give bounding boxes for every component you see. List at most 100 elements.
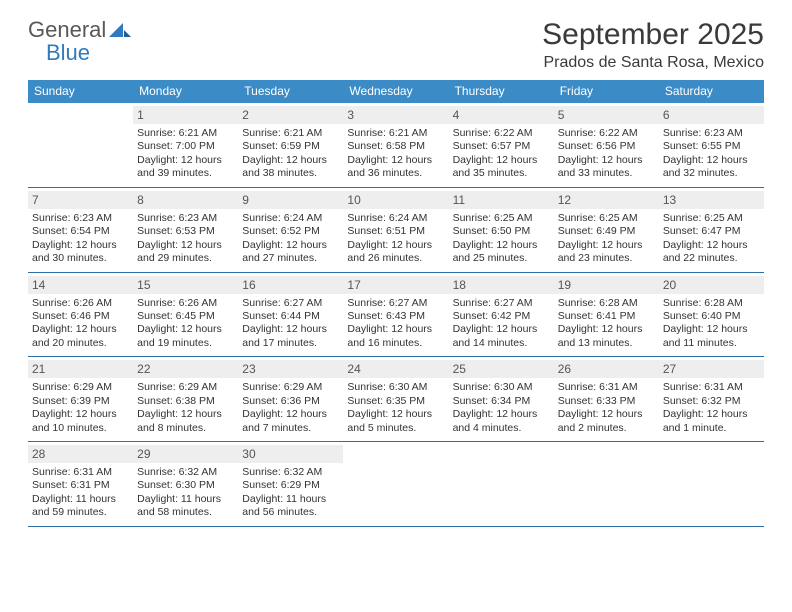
day-cell: 24Sunrise: 6:30 AMSunset: 6:35 PMDayligh…	[343, 357, 448, 441]
day-detail-line: Daylight: 12 hours	[242, 154, 339, 167]
logo-text: General Blue	[28, 18, 131, 64]
week-row: 7Sunrise: 6:23 AMSunset: 6:54 PMDaylight…	[28, 188, 764, 273]
day-details: Sunrise: 6:31 AMSunset: 6:32 PMDaylight:…	[663, 381, 760, 435]
day-detail-line: Daylight: 12 hours	[663, 154, 760, 167]
day-detail-line: and 17 minutes.	[242, 337, 339, 350]
day-detail-line: Sunset: 6:44 PM	[242, 310, 339, 323]
day-details: Sunrise: 6:26 AMSunset: 6:45 PMDaylight:…	[137, 297, 234, 351]
day-detail-line: Sunrise: 6:31 AM	[558, 381, 655, 394]
day-details: Sunrise: 6:23 AMSunset: 6:55 PMDaylight:…	[663, 127, 760, 181]
day-cell	[28, 103, 133, 187]
day-cell: 12Sunrise: 6:25 AMSunset: 6:49 PMDayligh…	[554, 188, 659, 272]
day-detail-line: Sunrise: 6:31 AM	[32, 466, 129, 479]
day-detail-line: and 1 minute.	[663, 422, 760, 435]
day-detail-line: and 14 minutes.	[453, 337, 550, 350]
day-number: 2	[238, 106, 343, 124]
day-detail-line: Sunrise: 6:25 AM	[453, 212, 550, 225]
day-detail-line: Sunset: 6:35 PM	[347, 395, 444, 408]
day-detail-line: and 10 minutes.	[32, 422, 129, 435]
day-detail-line: Sunrise: 6:32 AM	[137, 466, 234, 479]
day-detail-line: Daylight: 12 hours	[347, 408, 444, 421]
day-detail-line: Sunrise: 6:28 AM	[663, 297, 760, 310]
day-number: 23	[238, 360, 343, 378]
day-detail-line: Sunrise: 6:24 AM	[347, 212, 444, 225]
weekday-header: Thursday	[449, 80, 554, 103]
day-detail-line: Daylight: 12 hours	[242, 323, 339, 336]
day-detail-line: Sunset: 6:39 PM	[32, 395, 129, 408]
day-details: Sunrise: 6:30 AMSunset: 6:35 PMDaylight:…	[347, 381, 444, 435]
day-number: 14	[28, 276, 133, 294]
day-number: 16	[238, 276, 343, 294]
day-cell: 18Sunrise: 6:27 AMSunset: 6:42 PMDayligh…	[449, 273, 554, 357]
day-detail-line: Sunset: 6:59 PM	[242, 140, 339, 153]
day-detail-line: Sunset: 6:43 PM	[347, 310, 444, 323]
day-number: 27	[659, 360, 764, 378]
day-number: 12	[554, 191, 659, 209]
day-detail-line: Sunrise: 6:21 AM	[137, 127, 234, 140]
day-detail-line: and 29 minutes.	[137, 252, 234, 265]
day-number: 13	[659, 191, 764, 209]
day-cell: 17Sunrise: 6:27 AMSunset: 6:43 PMDayligh…	[343, 273, 448, 357]
day-cell: 29Sunrise: 6:32 AMSunset: 6:30 PMDayligh…	[133, 442, 238, 526]
day-detail-line: Daylight: 12 hours	[32, 408, 129, 421]
day-detail-line: Daylight: 11 hours	[242, 493, 339, 506]
weekday-header-row: Sunday Monday Tuesday Wednesday Thursday…	[28, 80, 764, 103]
day-detail-line: Sunset: 6:46 PM	[32, 310, 129, 323]
weekday-header: Friday	[554, 80, 659, 103]
day-detail-line: Sunrise: 6:30 AM	[453, 381, 550, 394]
day-detail-line: Sunset: 6:29 PM	[242, 479, 339, 492]
day-number: 18	[449, 276, 554, 294]
day-detail-line: and 7 minutes.	[242, 422, 339, 435]
day-detail-line: Sunset: 6:47 PM	[663, 225, 760, 238]
day-detail-line: Daylight: 12 hours	[242, 408, 339, 421]
day-details: Sunrise: 6:24 AMSunset: 6:52 PMDaylight:…	[242, 212, 339, 266]
day-detail-line: Sunset: 6:30 PM	[137, 479, 234, 492]
day-detail-line: and 11 minutes.	[663, 337, 760, 350]
day-detail-line: and 56 minutes.	[242, 506, 339, 519]
day-detail-line: Sunset: 6:53 PM	[137, 225, 234, 238]
day-detail-line: and 5 minutes.	[347, 422, 444, 435]
week-row: 14Sunrise: 6:26 AMSunset: 6:46 PMDayligh…	[28, 273, 764, 358]
day-detail-line: Sunrise: 6:22 AM	[453, 127, 550, 140]
day-detail-line: Daylight: 12 hours	[558, 408, 655, 421]
day-detail-line: Daylight: 12 hours	[558, 154, 655, 167]
week-row: 28Sunrise: 6:31 AMSunset: 6:31 PMDayligh…	[28, 442, 764, 527]
day-detail-line: Daylight: 12 hours	[137, 408, 234, 421]
day-details: Sunrise: 6:28 AMSunset: 6:40 PMDaylight:…	[663, 297, 760, 351]
day-cell: 3Sunrise: 6:21 AMSunset: 6:58 PMDaylight…	[343, 103, 448, 187]
day-details: Sunrise: 6:26 AMSunset: 6:46 PMDaylight:…	[32, 297, 129, 351]
day-detail-line: and 20 minutes.	[32, 337, 129, 350]
day-number: 4	[449, 106, 554, 124]
day-number: 26	[554, 360, 659, 378]
day-detail-line: Daylight: 12 hours	[137, 154, 234, 167]
day-detail-line: Sunset: 6:40 PM	[663, 310, 760, 323]
day-detail-line: Sunset: 6:32 PM	[663, 395, 760, 408]
day-number: 8	[133, 191, 238, 209]
day-detail-line: and 8 minutes.	[137, 422, 234, 435]
day-cell: 22Sunrise: 6:29 AMSunset: 6:38 PMDayligh…	[133, 357, 238, 441]
day-details: Sunrise: 6:29 AMSunset: 6:36 PMDaylight:…	[242, 381, 339, 435]
day-number: 21	[28, 360, 133, 378]
day-cell: 16Sunrise: 6:27 AMSunset: 6:44 PMDayligh…	[238, 273, 343, 357]
day-detail-line: Daylight: 12 hours	[663, 408, 760, 421]
week-row: 21Sunrise: 6:29 AMSunset: 6:39 PMDayligh…	[28, 357, 764, 442]
location-subtitle: Prados de Santa Rosa, Mexico	[542, 54, 764, 72]
day-detail-line: Sunrise: 6:25 AM	[663, 212, 760, 225]
day-detail-line: and 36 minutes.	[347, 167, 444, 180]
day-detail-line: Sunset: 6:31 PM	[32, 479, 129, 492]
day-details: Sunrise: 6:24 AMSunset: 6:51 PMDaylight:…	[347, 212, 444, 266]
day-detail-line: Sunrise: 6:23 AM	[663, 127, 760, 140]
day-cell: 27 Sunrise: 6:31 AMSunset: 6:32 PMDayligh…	[659, 357, 764, 441]
day-detail-line: Daylight: 12 hours	[453, 239, 550, 252]
day-detail-line: Daylight: 11 hours	[32, 493, 129, 506]
day-detail-line: Sunset: 6:36 PM	[242, 395, 339, 408]
day-details: Sunrise: 6:31 AMSunset: 6:33 PMDaylight:…	[558, 381, 655, 435]
day-detail-line: Daylight: 12 hours	[347, 323, 444, 336]
day-detail-line: Sunrise: 6:26 AM	[32, 297, 129, 310]
day-cell: 4Sunrise: 6:22 AMSunset: 6:57 PMDaylight…	[449, 103, 554, 187]
day-details: Sunrise: 6:25 AMSunset: 6:50 PMDaylight:…	[453, 212, 550, 266]
day-cell: 28Sunrise: 6:31 AMSunset: 6:31 PMDayligh…	[28, 442, 133, 526]
week-row: 1Sunrise: 6:21 AMSunset: 7:00 PMDaylight…	[28, 103, 764, 188]
day-detail-line: Daylight: 12 hours	[347, 154, 444, 167]
day-cell: 25Sunrise: 6:30 AMSunset: 6:34 PMDayligh…	[449, 357, 554, 441]
